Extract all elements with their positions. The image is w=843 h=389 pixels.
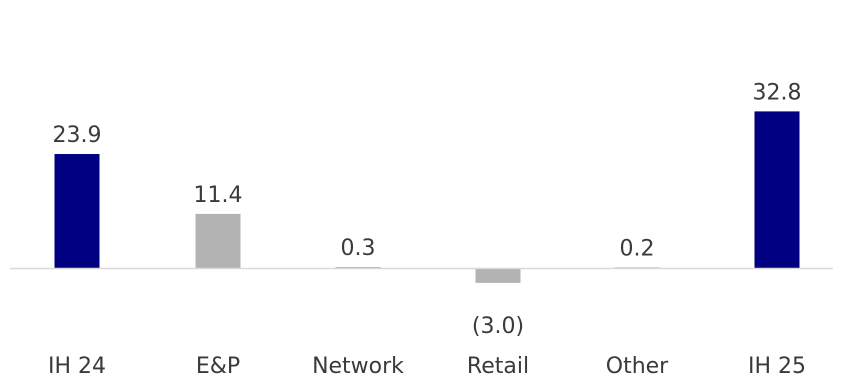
value-label-ih-24: 23.9	[53, 123, 102, 148]
category-label-retail: Retail	[467, 354, 529, 379]
value-label-network: 0.3	[341, 236, 376, 261]
category-labels-layer: IH 24 E&P Network Retail Other IH 25	[48, 354, 806, 379]
value-labels-layer: 23.9 11.4 0.3 (3.0) 0.2 32.8	[53, 80, 802, 339]
value-label-eandp: 11.4	[194, 183, 243, 208]
category-label-eandp: E&P	[196, 354, 240, 379]
bar-eandp	[195, 213, 241, 269]
category-label-ih-24: IH 24	[48, 354, 106, 379]
bar-ih-25	[754, 111, 800, 269]
value-label-retail: (3.0)	[472, 314, 524, 339]
bar-retail	[475, 268, 521, 283]
value-label-ih-25: 32.8	[753, 80, 802, 105]
bar-ih-24	[54, 154, 100, 269]
value-label-other: 0.2	[620, 236, 655, 261]
category-label-other: Other	[606, 354, 669, 379]
bars-layer	[54, 111, 800, 283]
category-label-ih-25: IH 25	[748, 354, 806, 379]
category-label-network: Network	[312, 354, 404, 379]
